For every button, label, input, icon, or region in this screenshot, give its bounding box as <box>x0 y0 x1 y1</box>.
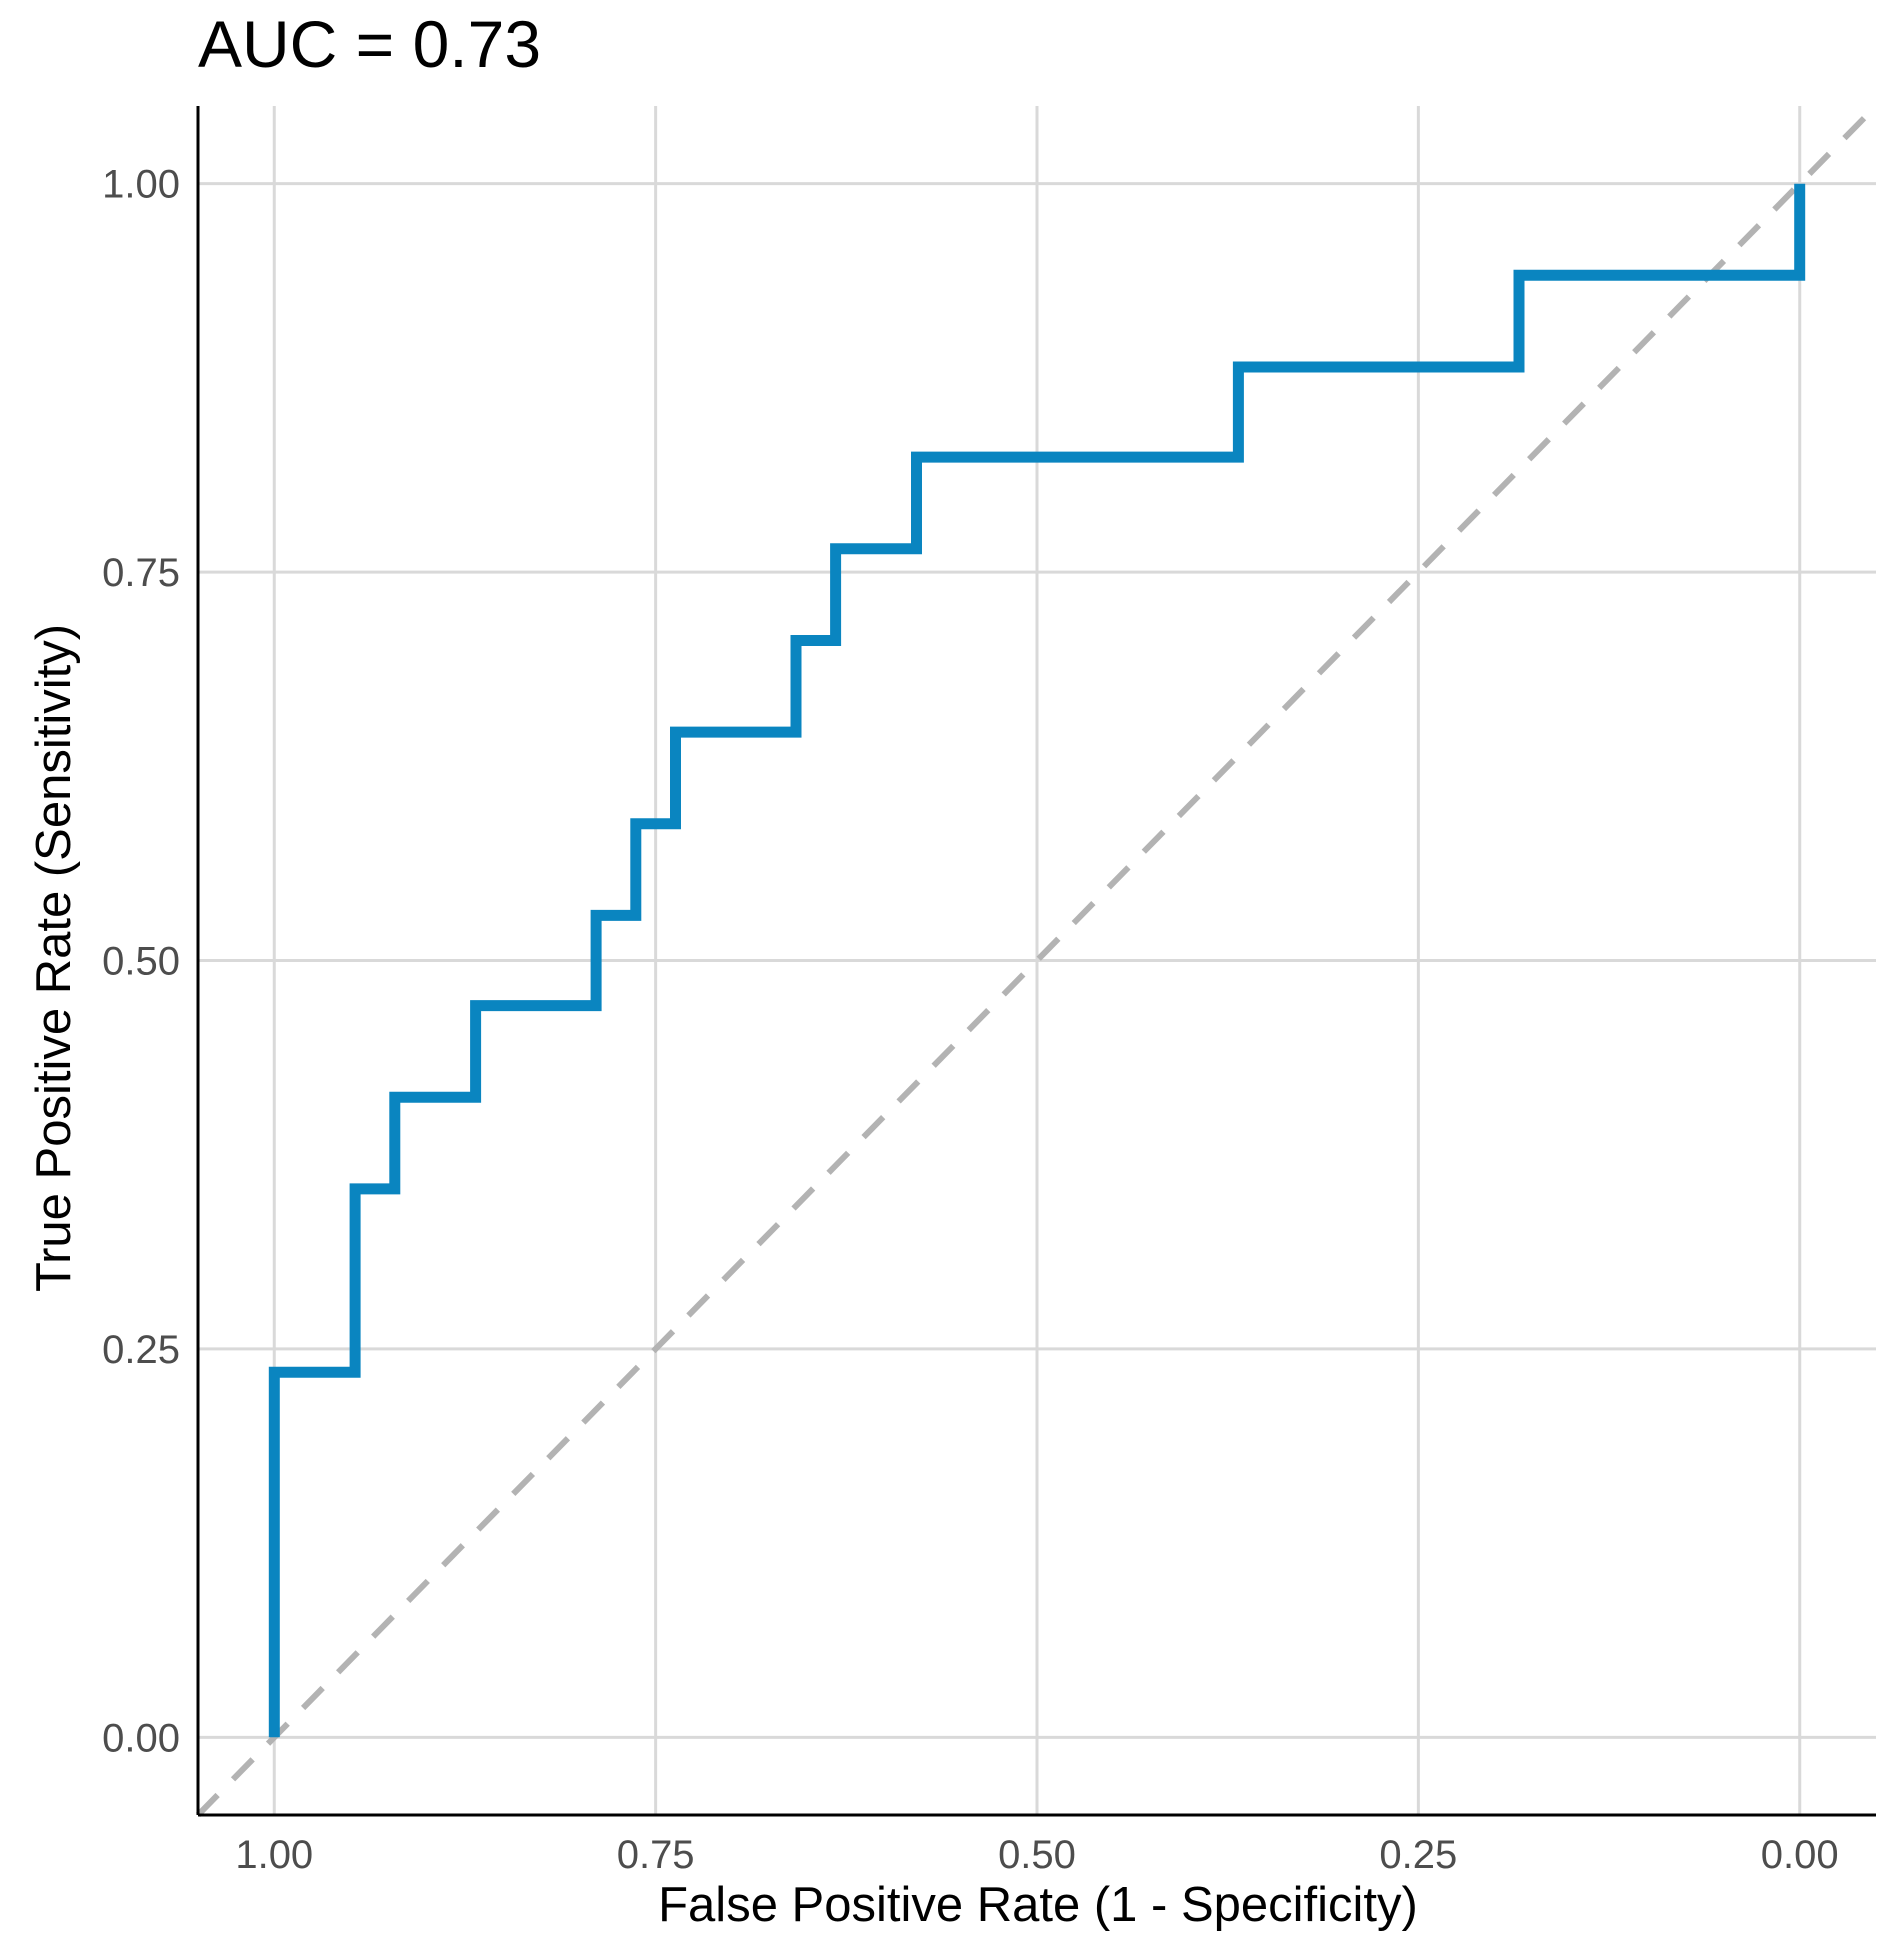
x-axis-label: False Positive Rate (1 - Specificity) <box>658 1878 1418 1932</box>
y-axis-label: True Positive Rate (Sensitivity) <box>27 624 81 1292</box>
chart-title: AUC = 0.73 <box>198 7 541 81</box>
x-tick-label: 0.25 <box>1379 1833 1457 1877</box>
y-tick-label: 0.25 <box>102 1328 180 1372</box>
y-tick-label: 1.00 <box>102 163 180 207</box>
x-tick-label: 0.50 <box>998 1833 1076 1877</box>
y-tick-label: 0.50 <box>102 940 180 984</box>
x-tick-label: 0.75 <box>617 1833 695 1877</box>
y-tick-label: 0.75 <box>102 551 180 595</box>
y-gridlines <box>198 182 1876 1739</box>
roc-curve-line <box>268 183 1806 1738</box>
x-tick-label: 1.00 <box>235 1833 313 1877</box>
y-tick-labels: 0.00 0.25 0.50 0.75 1.00 <box>102 163 180 1761</box>
y-tick-label: 0.00 <box>102 1716 180 1760</box>
series-layer <box>195 103 1879 1818</box>
x-tick-labels: 1.00 0.75 0.50 0.25 0.00 <box>235 1833 1838 1877</box>
x-tick-label: 0.00 <box>1761 1833 1839 1877</box>
